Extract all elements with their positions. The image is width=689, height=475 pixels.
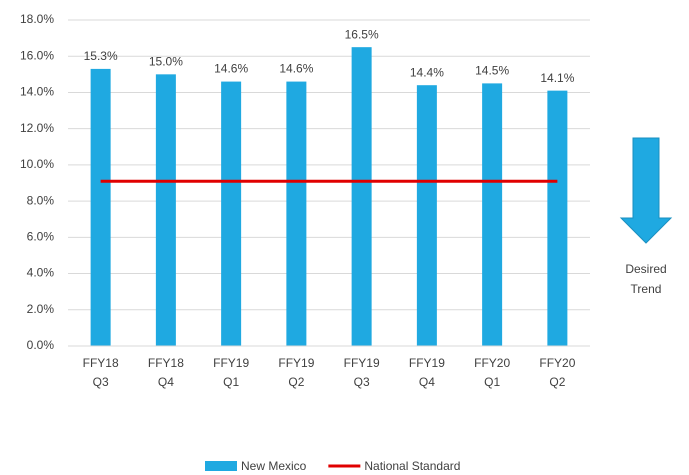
data-label: 15.3%: [84, 49, 118, 63]
y-tick-label: 12.0%: [20, 121, 54, 135]
data-label: 14.6%: [279, 62, 313, 76]
x-tick-label: FFY20: [539, 356, 575, 370]
x-tick-label: Q1: [223, 375, 239, 389]
bar: [155, 74, 176, 346]
y-tick-label: 10.0%: [20, 157, 54, 171]
annotation: Desired: [625, 262, 666, 276]
desired-trend-arrow: [619, 137, 673, 244]
annotation: Trend: [631, 282, 662, 296]
y-tick-label: 6.0%: [27, 230, 55, 244]
bar: [351, 47, 372, 347]
bar: [286, 81, 307, 347]
x-tick-label: FFY19: [278, 356, 314, 370]
legend-label: National Standard: [364, 459, 460, 473]
x-tick-label: Q3: [354, 375, 370, 389]
x-tick-label: Q2: [288, 375, 304, 389]
x-tick-label: FFY18: [83, 356, 119, 370]
x-tick-label: Q4: [158, 375, 174, 389]
y-tick-label: 8.0%: [27, 193, 55, 207]
x-tick-label: FFY19: [409, 356, 445, 370]
x-tick-label: Q2: [549, 375, 565, 389]
x-tick-label: FFY19: [213, 356, 249, 370]
x-tick-label: FFY19: [344, 356, 380, 370]
x-tick-label: FFY20: [474, 356, 510, 370]
data-label: 14.5%: [475, 64, 509, 78]
x-tick-label: FFY18: [148, 356, 184, 370]
data-label: 14.1%: [540, 71, 574, 85]
bar: [482, 83, 503, 346]
x-tick-label: Q3: [93, 375, 109, 389]
data-label: 14.4%: [410, 65, 444, 79]
data-label: 14.6%: [214, 62, 248, 76]
legend-label: New Mexico: [241, 459, 307, 473]
y-tick-label: 2.0%: [27, 302, 55, 316]
y-tick-label: 0.0%: [27, 338, 55, 352]
data-label: 15.0%: [149, 55, 183, 69]
x-tick-label: Q1: [484, 375, 500, 389]
y-tick-label: 16.0%: [20, 48, 54, 62]
y-tick-label: 14.0%: [20, 85, 54, 99]
y-tick-label: 18.0%: [20, 12, 54, 26]
bar: [416, 85, 437, 346]
legend-swatch: [205, 461, 237, 471]
x-tick-label: Q4: [419, 375, 435, 389]
bar: [547, 90, 568, 346]
data-label: 16.5%: [345, 27, 379, 41]
bar: [221, 81, 242, 347]
bar: [90, 68, 111, 347]
y-tick-label: 4.0%: [27, 266, 55, 280]
